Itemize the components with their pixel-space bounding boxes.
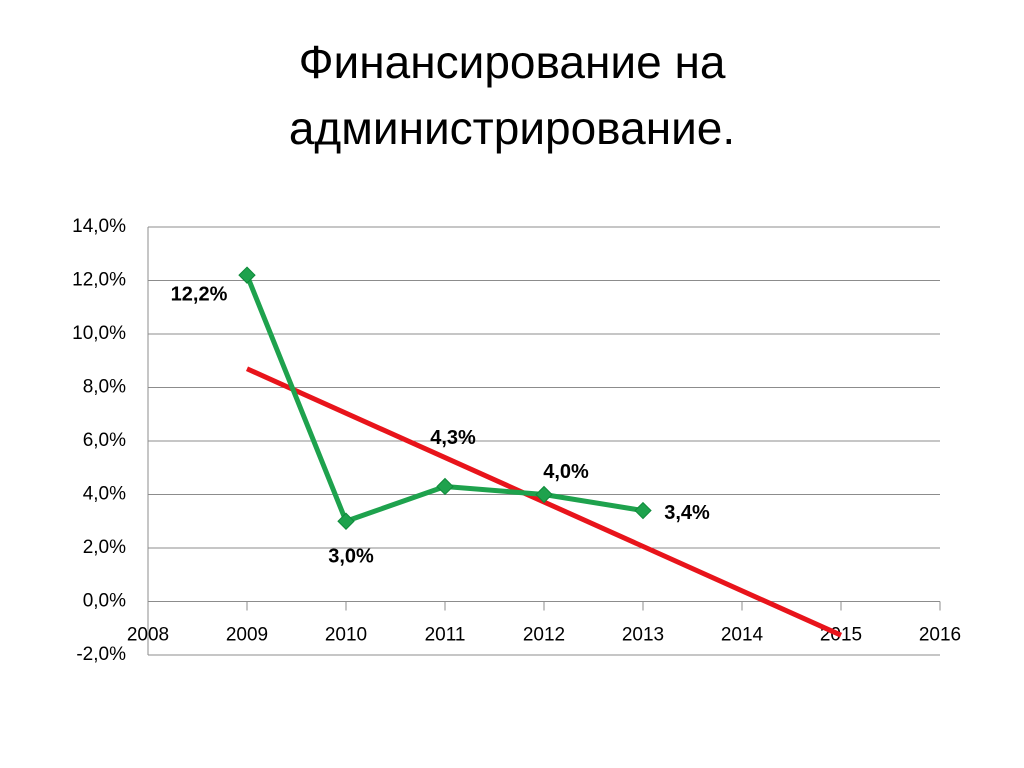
marker: [337, 512, 355, 530]
x-tick-label: 2012: [523, 625, 565, 646]
y-tick-label: 12,0%: [72, 270, 126, 291]
x-tick-label: 2014: [721, 625, 764, 646]
x-tick-label: 2008: [127, 625, 169, 646]
y-tick-label: 10,0%: [72, 323, 126, 344]
marker: [436, 477, 454, 496]
x-tick-label: 2009: [226, 625, 268, 646]
marker: [238, 266, 256, 284]
x-tick-label: 2010: [325, 625, 367, 646]
data-label: 4,3%: [430, 427, 476, 449]
y-tick-label: 8,0%: [83, 377, 126, 398]
x-tick-label: 2016: [919, 625, 961, 646]
x-tick-label: 2011: [425, 625, 466, 646]
y-tick-label: -2,0%: [76, 644, 126, 665]
y-tick-label: 0,0%: [83, 591, 126, 612]
data-label: 3,0%: [328, 546, 374, 568]
marker: [634, 501, 652, 520]
title-line: администрирование.: [289, 102, 735, 154]
x-tick-label: 2013: [622, 625, 664, 646]
y-tick-label: 14,0%: [72, 216, 126, 237]
data-label: 3,4%: [664, 502, 710, 524]
marker: [535, 485, 553, 504]
y-tick-label: 4,0%: [83, 484, 126, 505]
y-tick-label: 6,0%: [83, 430, 126, 451]
title-line: Финансирование на: [299, 36, 726, 88]
data-label: 12,2%: [171, 283, 228, 305]
y-tick-label: 2,0%: [83, 537, 126, 558]
data-label: 4,0%: [543, 461, 589, 483]
